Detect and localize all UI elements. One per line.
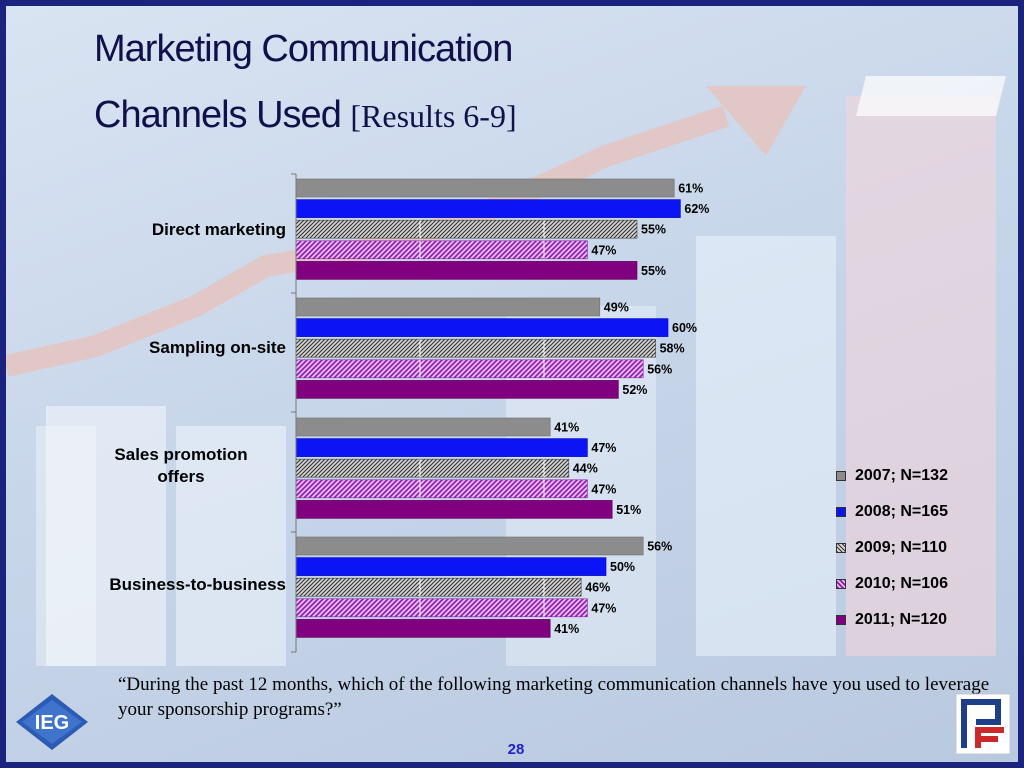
data-label-2011: 52% bbox=[622, 383, 647, 397]
data-label-2009: 46% bbox=[585, 581, 610, 595]
pf-logo-text: PF bbox=[982, 753, 984, 755]
bar-2008 bbox=[295, 199, 681, 218]
bar-2011 bbox=[295, 619, 551, 638]
bar-2009 bbox=[295, 577, 582, 597]
bar-2007 bbox=[295, 536, 644, 556]
legend-swatch-2008 bbox=[836, 507, 846, 517]
data-label-2007: 56% bbox=[647, 540, 672, 554]
title-line-2-main: Channels Used bbox=[94, 94, 342, 136]
chart-axis bbox=[291, 173, 297, 653]
bar-2007 bbox=[295, 297, 601, 317]
survey-question: “During the past 12 months, which of the… bbox=[118, 674, 990, 720]
bar-2008 bbox=[295, 557, 607, 576]
pf-logo: PF bbox=[955, 693, 1011, 755]
legend-label-2008: 2008; N=165 bbox=[855, 503, 948, 520]
data-label-2009: 58% bbox=[660, 342, 685, 356]
bar-2009 bbox=[295, 219, 638, 239]
category-label-sampling-on-site: Sampling on-site bbox=[149, 338, 286, 357]
legend-item-2007: 2007; N=132 bbox=[836, 458, 948, 494]
title-suffix: [Results 6-9] bbox=[350, 98, 517, 134]
category-label-business-to-business: Business-to-business bbox=[109, 575, 286, 594]
data-label-2007: 61% bbox=[678, 182, 703, 196]
data-label-2011: 51% bbox=[616, 503, 641, 517]
chart-legend: 2007; N=132 2008; N=165 2009; N=110 2010… bbox=[836, 458, 948, 638]
slide-title: Marketing Communication Channels Used [R… bbox=[94, 26, 517, 139]
ieg-logo-text: IEG bbox=[35, 712, 69, 734]
bar-chart: 61%62%55%47%55%49%60%58%56%52%41%47%44%4… bbox=[291, 173, 709, 653]
bar-2007 bbox=[295, 178, 675, 198]
page-number: 28 bbox=[507, 741, 525, 758]
legend-label-2009: 2009; N=110 bbox=[855, 539, 948, 556]
bar-2011 bbox=[295, 261, 638, 280]
category-label-sales-promotion-offers: Sales promotion offers bbox=[114, 445, 248, 486]
title-line-1: Marketing Communication bbox=[94, 28, 513, 70]
bar-2008 bbox=[295, 318, 669, 337]
data-label-2011: 41% bbox=[554, 622, 579, 636]
data-label-2008: 50% bbox=[610, 560, 635, 574]
data-label-2011: 55% bbox=[641, 264, 666, 278]
data-label-2009: 55% bbox=[641, 223, 666, 237]
data-label-2007: 41% bbox=[554, 421, 579, 435]
slide: Marketing Communication Channels Used [R… bbox=[6, 6, 1018, 762]
data-label-2007: 49% bbox=[604, 301, 629, 315]
legend-swatch-2011 bbox=[836, 615, 846, 625]
data-label-2010: 47% bbox=[591, 243, 616, 257]
bar-2010 bbox=[295, 359, 644, 379]
ieg-logo: IEG bbox=[16, 694, 88, 750]
legend-item-2010: 2010; N=106 bbox=[836, 566, 948, 602]
category-label-direct-marketing: Direct marketing bbox=[151, 220, 286, 239]
chart-bars: 61%62%55%47%55%49%60%58%56%52%41%47%44%4… bbox=[295, 178, 709, 638]
legend-item-2011: 2011; N=120 bbox=[836, 602, 948, 638]
bar-2009 bbox=[295, 458, 570, 478]
legend-label-2007: 2007; N=132 bbox=[855, 467, 948, 484]
bar-2008 bbox=[295, 438, 588, 457]
bar-2011 bbox=[295, 380, 619, 399]
data-label-2008: 47% bbox=[591, 441, 616, 455]
data-label-2009: 44% bbox=[573, 462, 598, 476]
legend-swatch-2007 bbox=[836, 471, 846, 481]
data-label-2010: 56% bbox=[647, 362, 672, 376]
legend-label-2011: 2011; N=120 bbox=[855, 611, 948, 628]
data-label-2010: 47% bbox=[591, 482, 616, 496]
data-label-2008: 60% bbox=[672, 321, 697, 335]
legend-label-2010: 2010; N=106 bbox=[855, 575, 948, 592]
bar-2007 bbox=[295, 417, 551, 437]
data-label-2008: 62% bbox=[684, 202, 709, 216]
data-label-2010: 47% bbox=[591, 601, 616, 615]
legend-item-2008: 2008; N=165 bbox=[836, 494, 948, 530]
legend-item-2009: 2009; N=110 bbox=[836, 530, 948, 566]
legend-swatch-2010 bbox=[836, 579, 846, 589]
legend-swatch-2009 bbox=[836, 543, 846, 553]
title-line-2: Channels Used [Results 6-9] bbox=[94, 92, 517, 139]
bar-2011 bbox=[295, 500, 613, 519]
bar-2009 bbox=[295, 338, 656, 358]
